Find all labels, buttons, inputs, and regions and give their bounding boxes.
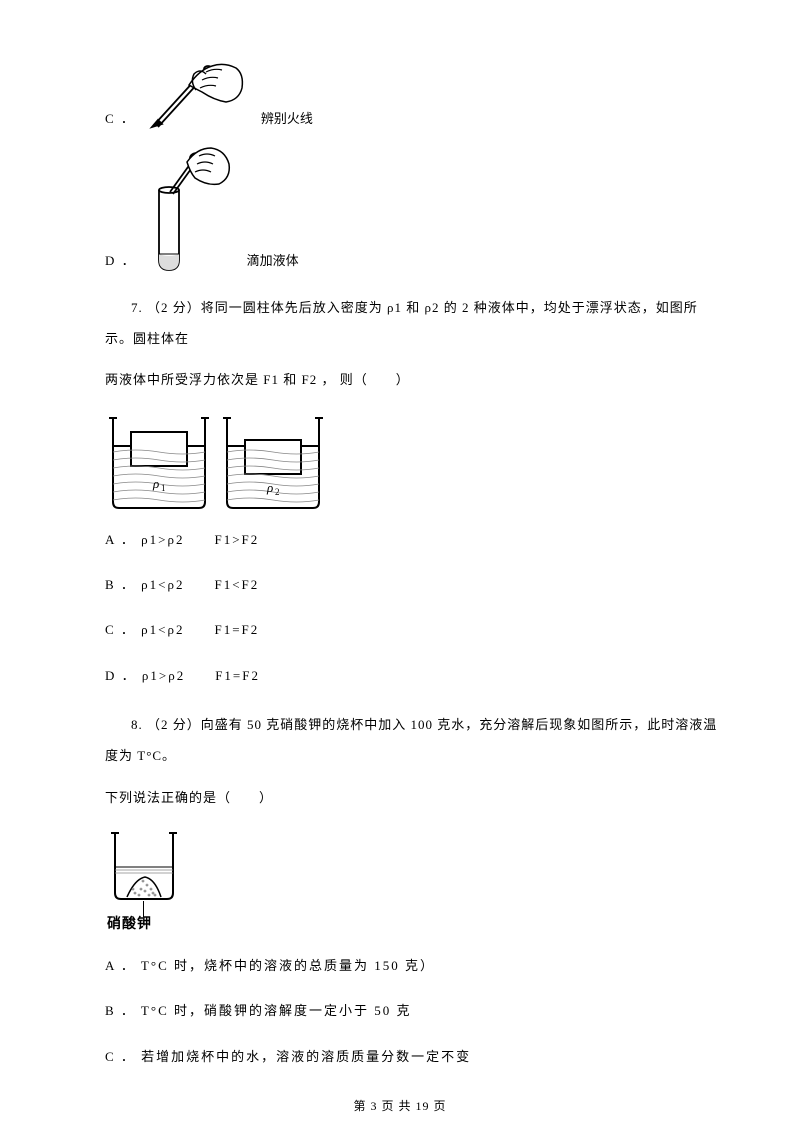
svg-text:ρ: ρ: [266, 480, 273, 495]
q7-text: 7. （2 分）将同一圆柱体先后放入密度为 ρ1 和 ρ2 的 2 种液体中，均…: [105, 292, 725, 354]
hand-dropper-image: [145, 142, 235, 272]
q7-option-c: C ． ρ1<ρ2 F1=F2: [105, 618, 725, 641]
q8-number: 8.: [131, 717, 143, 732]
q8-line2: 下列说法正确的是（ ）: [105, 782, 725, 813]
q8-option-b: B ． T°C 时，硝酸钾的溶解度一定小于 50 克: [105, 999, 725, 1022]
q7-option-a: A ． ρ1>ρ2 F1>F2: [105, 528, 725, 551]
q8-option-a: A ． T°C 时，烧杯中的溶液的总质量为 150 克）: [105, 954, 725, 977]
svg-text:1: 1: [161, 483, 166, 493]
q8-beaker: [105, 827, 183, 905]
q7-option-d: D ． ρ1>ρ2 F1=F2: [105, 664, 725, 687]
page-footer: 第 3 页 共 19 页: [0, 1096, 800, 1118]
svg-text:ρ: ρ: [152, 476, 159, 491]
q8-points: （2 分）: [147, 717, 201, 732]
q8-pointer: [143, 901, 144, 917]
option-c-label: C ．: [105, 107, 136, 130]
q8-option-c: C ． 若增加烧杯中的水，溶液的溶质质量分数一定不变: [105, 1045, 725, 1068]
option-d-label: D ．: [105, 249, 137, 272]
svg-text:2: 2: [275, 487, 280, 497]
q7-beaker-1: ρ 1: [105, 410, 213, 510]
option-c-row: C ． 辨别火线: [105, 40, 725, 130]
q7-option-b: B ． ρ1<ρ2 F1<F2: [105, 573, 725, 596]
q8-options: A ． T°C 时，烧杯中的溶液的总质量为 150 克） B ． T°C 时，硝…: [105, 954, 725, 1068]
q7-line2: 两液体中所受浮力依次是 F1 和 F2 ， 则（ ）: [105, 364, 725, 395]
option-d-row: D ． 滴加液体: [105, 142, 725, 272]
q8-text: 8. （2 分）向盛有 50 克硝酸钾的烧杯中加入 100 克水，充分溶解后现象…: [105, 709, 725, 771]
q7-beaker-2: ρ 2: [219, 410, 327, 510]
q7-number: 7.: [131, 300, 143, 315]
option-c-text: 辨别火线: [261, 107, 313, 130]
q7-beakers: ρ 1 ρ: [105, 410, 725, 510]
hand-pen-image: [144, 40, 249, 130]
option-d-text: 滴加液体: [247, 249, 299, 272]
q7-options: A ． ρ1>ρ2 F1>F2 B ． ρ1<ρ2 F1<F2 C ． ρ1<ρ…: [105, 528, 725, 688]
q8-beaker-label: 硝酸钾: [107, 911, 725, 936]
q7-points: （2 分）: [147, 300, 201, 315]
